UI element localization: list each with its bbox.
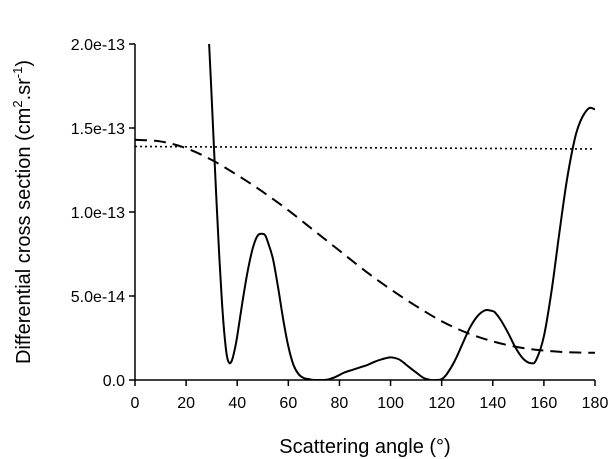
y-axis-title-base: Differential cross section (cm bbox=[13, 108, 35, 364]
y-ticks: 0.0 5.0e-14 1.0e-13 1.5e-13 2.0e-13 bbox=[71, 37, 135, 390]
y-axis-title-end: ) bbox=[13, 60, 35, 67]
series-line-dashed bbox=[135, 138, 595, 354]
x-tick-label: 160 bbox=[531, 395, 558, 412]
y-tick-label: 1.0e-13 bbox=[71, 205, 125, 222]
y-axis-title: Differential cross section (cm2.sr-1) bbox=[10, 60, 35, 364]
y-axis-title-mid: .sr bbox=[13, 78, 35, 101]
y-axis-title-sup1: 2 bbox=[10, 100, 25, 107]
x-tick-label: 80 bbox=[331, 395, 349, 412]
axes-layer bbox=[134, 44, 595, 381]
x-tick-label: 100 bbox=[377, 395, 404, 412]
x-tick-label: 40 bbox=[228, 395, 246, 412]
x-tick-label: 180 bbox=[582, 395, 609, 412]
x-tick-label: 0 bbox=[131, 395, 140, 412]
series-line-solid bbox=[208, 44, 595, 380]
x-tick-label: 20 bbox=[177, 395, 195, 412]
x-tick-label: 120 bbox=[428, 395, 455, 412]
series-layer bbox=[135, 44, 595, 380]
x-tick-label: 140 bbox=[479, 395, 506, 412]
y-axis-title-sup2: -1 bbox=[10, 67, 25, 79]
y-tick-label: 0.0 bbox=[103, 373, 125, 390]
x-axis-title: Scattering angle (°) bbox=[279, 436, 450, 458]
x-tick-label: 60 bbox=[279, 395, 297, 412]
series-line-dotted bbox=[135, 145, 595, 150]
y-tick-label: 2.0e-13 bbox=[71, 37, 125, 54]
y-tick-label: 1.5e-13 bbox=[71, 121, 125, 138]
x-ticks: 0 20 40 60 80 100 120 140 160 180 bbox=[131, 380, 609, 412]
y-tick-label: 5.0e-14 bbox=[71, 289, 125, 306]
